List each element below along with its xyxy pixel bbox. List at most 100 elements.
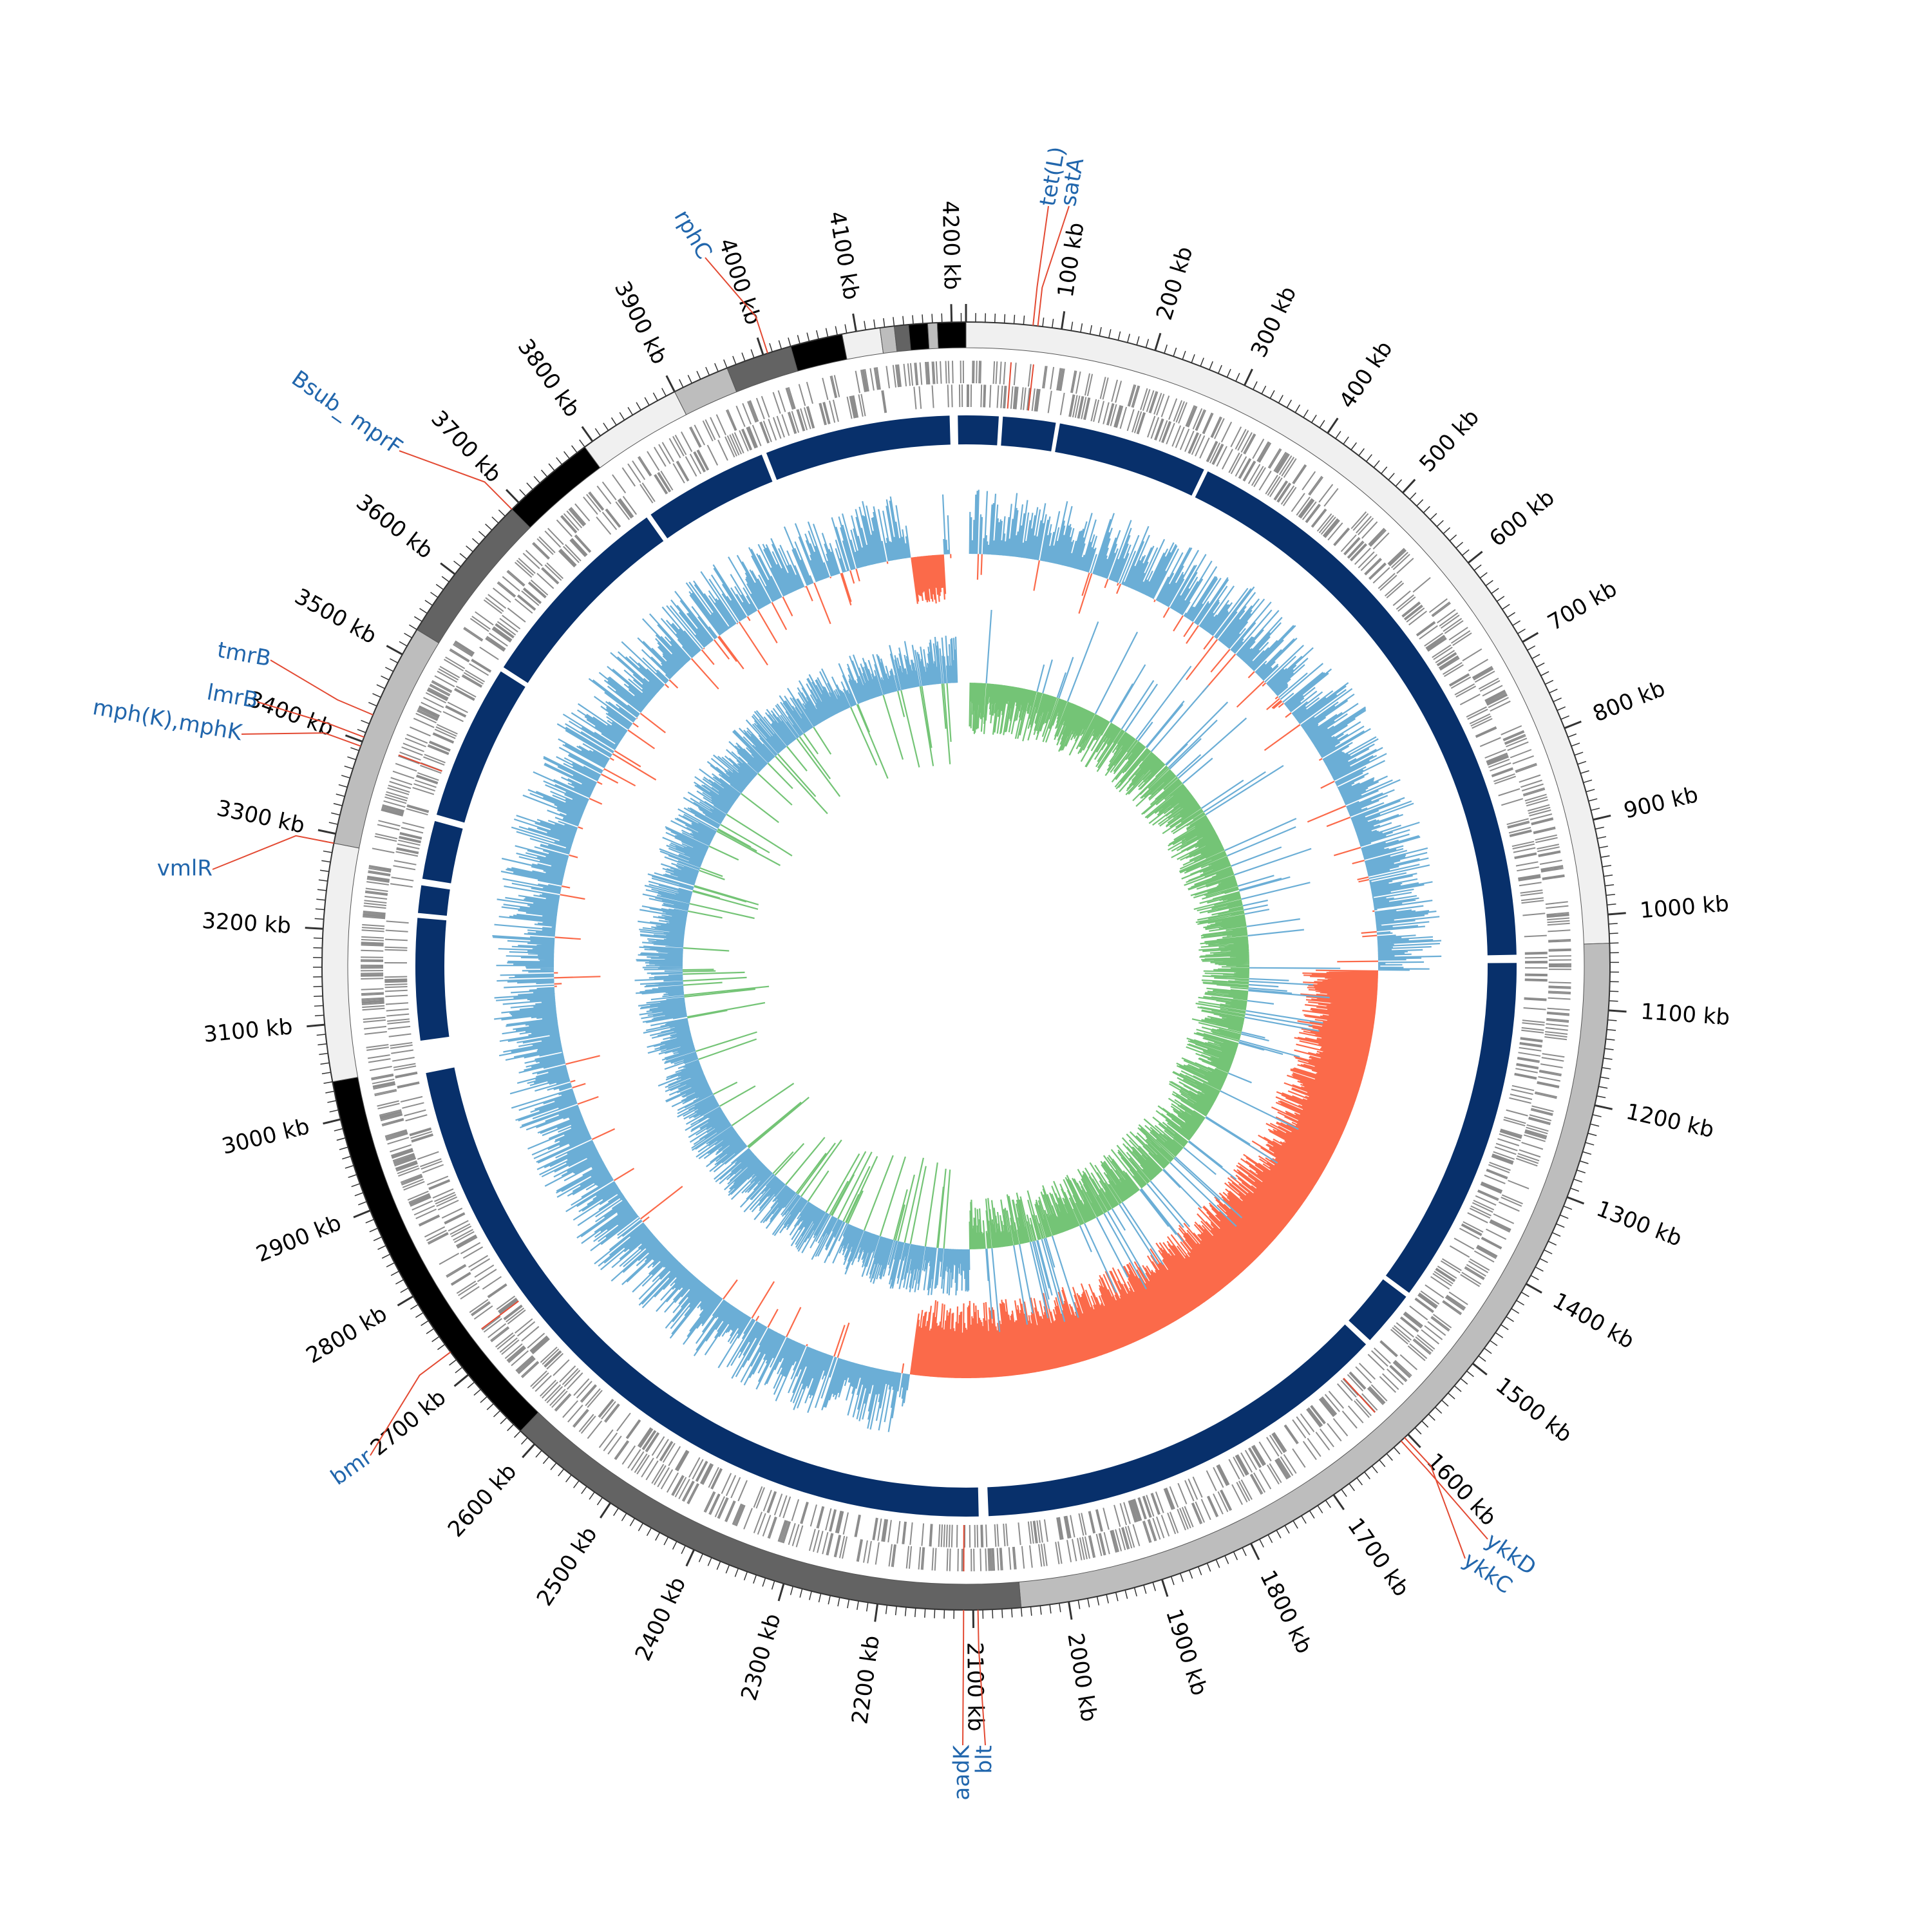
minor-tick [594,428,601,437]
cds-ring-segment [503,517,664,683]
minor-tick [1087,1598,1090,1607]
major-tick [1608,1009,1627,1013]
minor-tick [373,1236,383,1242]
minor-tick [1597,836,1607,839]
major-tick [600,1502,611,1519]
major-tick [345,734,363,743]
tick-label: 2300 kb [736,1611,786,1703]
tick-label: 1800 kb [1255,1566,1317,1658]
minor-tick [1535,1266,1544,1272]
minor-tick [519,489,526,497]
minor-tick [1609,933,1618,934]
minor-tick [1089,325,1093,334]
minor-tick [313,937,323,939]
major-tick [1472,1363,1488,1376]
minor-tick [1531,654,1540,659]
minor-tick [1117,331,1121,341]
minor-tick [550,1463,557,1470]
contig-segment [936,321,967,349]
minor-tick [1466,1370,1474,1378]
major-tick [522,1443,536,1459]
minor-tick [347,756,356,761]
minor-tick [556,457,563,465]
minor-tick [341,775,350,779]
major-tick [386,645,403,656]
tick-label: 4200 kb [937,200,965,290]
minor-tick [1604,1048,1614,1050]
minor-tick [1269,390,1275,399]
tick-label: 200 kb [1151,243,1198,323]
minor-tick [1582,1151,1592,1155]
tick-label: 2700 kb [366,1385,451,1461]
minor-tick [1585,1142,1595,1146]
minor-tick [1491,587,1499,594]
major-tick [1525,1283,1542,1294]
gc-skew-negative [682,682,1250,1250]
major-tick [1522,632,1539,643]
minor-tick [520,1437,528,1445]
minor-tick [1278,395,1283,404]
minor-tick [825,328,829,337]
minor-tick [762,1578,766,1587]
minor-tick [1559,1214,1569,1219]
minor-tick [1136,336,1140,345]
minor-tick [1124,1589,1128,1599]
minor-tick [1517,629,1526,634]
minor-tick [1224,1555,1229,1564]
minor-tick [1395,479,1403,487]
minor-tick [1507,612,1515,618]
minor-tick [1552,1232,1561,1237]
minor-tick [1226,368,1231,378]
minor-tick [893,317,895,327]
contig-segment [333,629,440,849]
minor-tick [336,1137,346,1141]
major-tick [1595,1104,1613,1110]
minor-tick [596,1497,603,1506]
tick-label: 3000 kb [219,1113,312,1160]
major-tick [440,562,456,575]
minor-tick [351,1183,361,1188]
minor-tick [638,1522,644,1531]
minor-tick [1343,436,1349,445]
major-tick [581,426,594,442]
minor-tick [1349,1483,1355,1492]
minor-tick [1423,506,1430,513]
minor-tick [681,1545,686,1554]
minor-tick [661,388,667,397]
minor-tick [857,1600,859,1610]
minor-tick [1571,743,1580,747]
minor-tick [413,616,422,622]
minor-tick [1108,329,1112,339]
minor-tick [1605,884,1615,887]
tick-label: 600 kb [1484,485,1559,552]
gene-label: rphC [669,205,717,263]
minor-tick [1049,1604,1052,1614]
feature-highlight [1007,362,1012,409]
cds-ring-segment [987,1324,1367,1517]
gene-leader-line [370,1351,451,1456]
minor-tick [368,701,377,707]
minor-tick [466,545,473,553]
minor-tick [395,1279,404,1285]
major-tick [950,304,953,323]
minor-tick [384,667,394,672]
gene-label: vmlR [157,856,213,882]
minor-tick [1605,1038,1615,1041]
tick-label: 3800 kb [513,334,585,422]
minor-tick [1539,1258,1548,1264]
minor-tick [1443,527,1451,535]
minor-tick [573,1480,580,1488]
minor-tick [410,1303,419,1310]
minor-tick [629,1518,636,1526]
minor-tick [1455,542,1463,549]
minor-tick [533,476,540,484]
minor-tick [430,592,439,598]
minor-tick [1319,420,1325,428]
minor-tick [473,1388,481,1396]
minor-tick [1215,1559,1220,1568]
minor-tick [1286,399,1293,408]
minor-tick [1096,1596,1100,1605]
major-tick [665,375,676,392]
minor-tick [1520,1291,1530,1298]
minor-tick [994,313,996,323]
